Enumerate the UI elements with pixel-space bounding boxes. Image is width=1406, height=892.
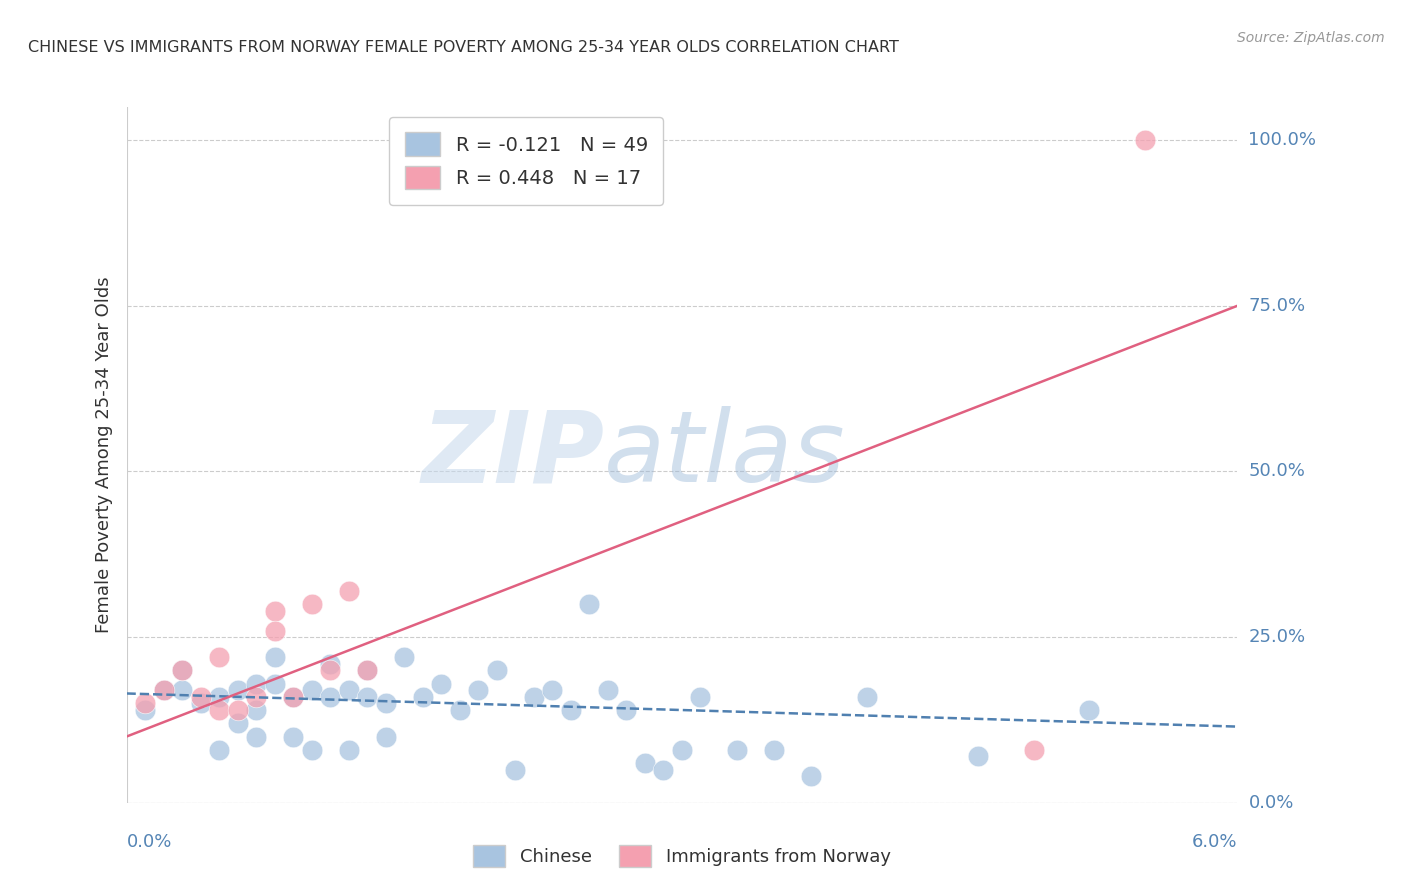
Point <box>560 703 582 717</box>
Point <box>263 624 285 638</box>
Point <box>281 690 305 704</box>
Text: Source: ZipAtlas.com: Source: ZipAtlas.com <box>1237 31 1385 45</box>
Point <box>152 683 174 698</box>
Point <box>1022 743 1045 757</box>
Point <box>800 769 823 783</box>
Text: atlas: atlas <box>605 407 846 503</box>
Point <box>226 716 249 731</box>
Point <box>449 703 471 717</box>
Y-axis label: Female Poverty Among 25-34 Year Olds: Female Poverty Among 25-34 Year Olds <box>94 277 112 633</box>
Point <box>245 730 267 744</box>
Point <box>263 650 285 665</box>
Point <box>319 663 342 677</box>
Point <box>208 703 231 717</box>
Point <box>596 683 619 698</box>
Legend: Chinese, Immigrants from Norway: Chinese, Immigrants from Norway <box>465 838 898 874</box>
Text: 0.0%: 0.0% <box>1249 794 1294 812</box>
Point <box>967 749 990 764</box>
Point <box>394 650 416 665</box>
Point <box>374 730 396 744</box>
Point <box>337 683 360 698</box>
Point <box>467 683 489 698</box>
Point <box>634 756 657 770</box>
Point <box>485 663 508 677</box>
Point <box>208 743 231 757</box>
Point <box>689 690 711 704</box>
Point <box>356 663 378 677</box>
Point <box>134 703 156 717</box>
Point <box>172 683 194 698</box>
Point <box>319 690 342 704</box>
Text: 50.0%: 50.0% <box>1249 462 1305 481</box>
Point <box>208 690 231 704</box>
Text: 0.0%: 0.0% <box>127 833 172 851</box>
Point <box>727 743 749 757</box>
Point <box>172 663 194 677</box>
Point <box>1133 133 1156 147</box>
Point <box>245 676 267 690</box>
Point <box>856 690 879 704</box>
Text: CHINESE VS IMMIGRANTS FROM NORWAY FEMALE POVERTY AMONG 25-34 YEAR OLDS CORRELATI: CHINESE VS IMMIGRANTS FROM NORWAY FEMALE… <box>28 40 898 55</box>
Text: 75.0%: 75.0% <box>1249 297 1306 315</box>
Point <box>190 690 212 704</box>
Point <box>172 663 194 677</box>
Point <box>374 697 396 711</box>
Point <box>301 743 323 757</box>
Point <box>541 683 564 698</box>
Point <box>356 690 378 704</box>
Point <box>134 697 156 711</box>
Text: 6.0%: 6.0% <box>1192 833 1237 851</box>
Point <box>152 683 174 698</box>
Point <box>281 690 305 704</box>
Point <box>263 604 285 618</box>
Text: ZIP: ZIP <box>422 407 605 503</box>
Point <box>337 583 360 598</box>
Point <box>412 690 434 704</box>
Point <box>356 663 378 677</box>
Point <box>319 657 342 671</box>
Point <box>652 763 675 777</box>
Point <box>245 703 267 717</box>
Point <box>430 676 453 690</box>
Point <box>208 650 231 665</box>
Point <box>1078 703 1101 717</box>
Point <box>523 690 546 704</box>
Point <box>281 730 305 744</box>
Point <box>616 703 638 717</box>
Point <box>301 597 323 611</box>
Point <box>763 743 786 757</box>
Point <box>226 703 249 717</box>
Point <box>263 676 285 690</box>
Point <box>226 683 249 698</box>
Point <box>578 597 600 611</box>
Text: 100.0%: 100.0% <box>1249 131 1316 149</box>
Point <box>245 690 267 704</box>
Point <box>301 683 323 698</box>
Point <box>671 743 693 757</box>
Text: 25.0%: 25.0% <box>1249 628 1306 646</box>
Point <box>337 743 360 757</box>
Point <box>190 697 212 711</box>
Point <box>505 763 527 777</box>
